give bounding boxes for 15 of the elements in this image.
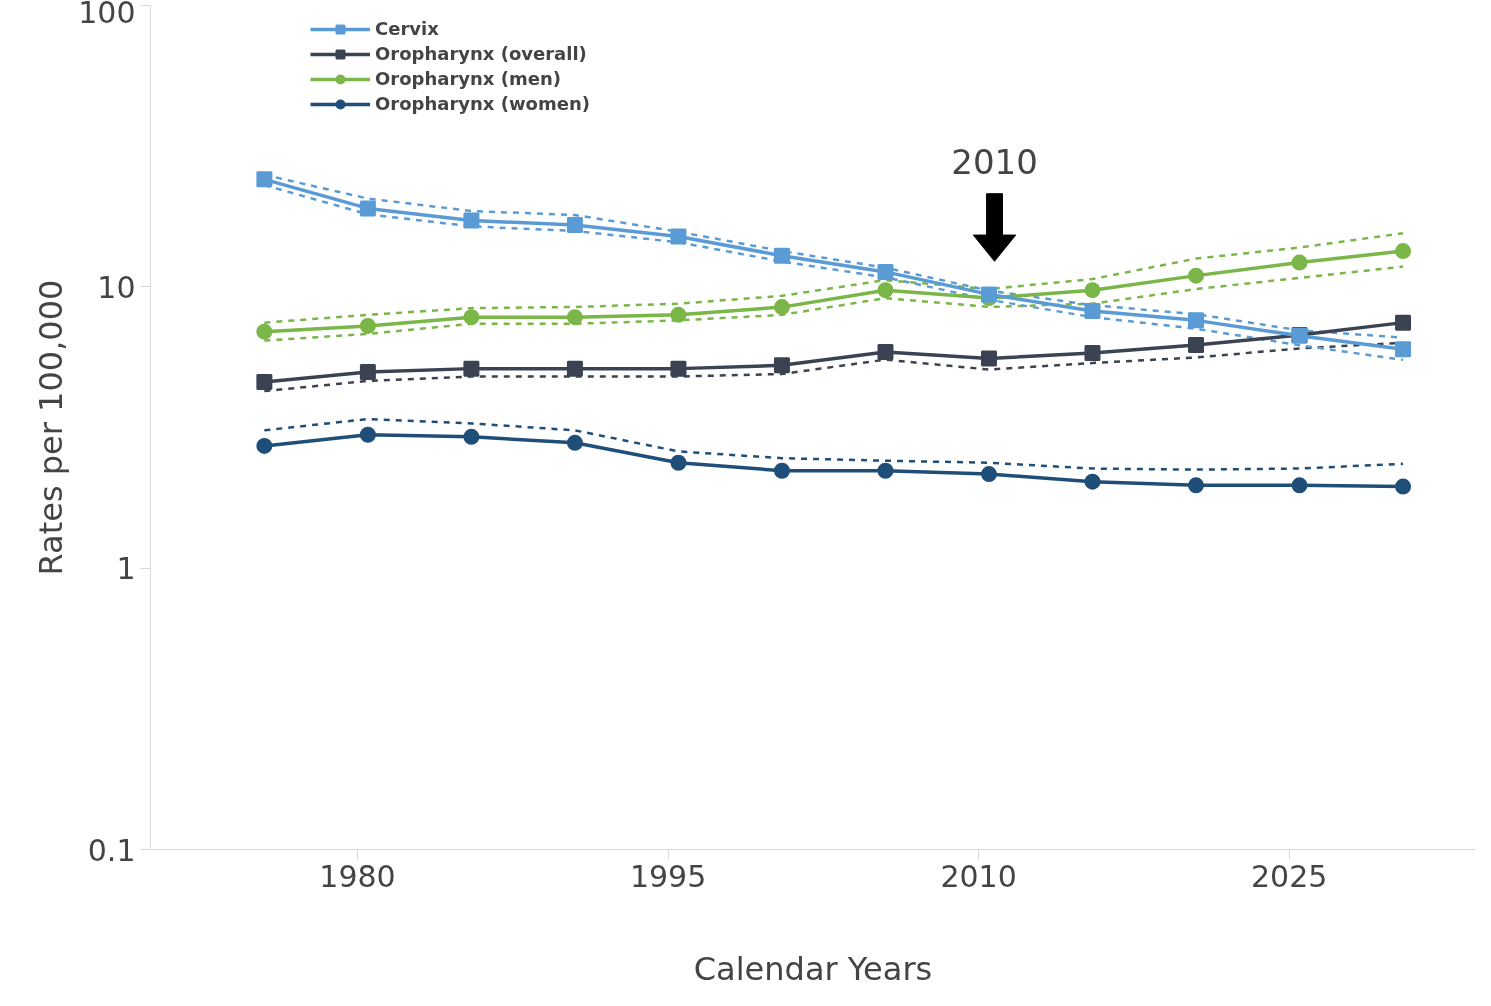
x-tick-label: 2010 — [940, 858, 1017, 894]
legend-label: Cervix — [375, 18, 439, 39]
y-tick-label: 100 — [78, 0, 136, 30]
y-tick-label: 10 — [97, 269, 136, 305]
x-tick-label: 1995 — [629, 858, 707, 894]
y-tick-label: 0.1 — [87, 832, 136, 868]
legend-label: Oropharynx (women) — [375, 93, 590, 114]
y-axis-title: Rates per 100,000 — [32, 279, 71, 576]
legend-label: Oropharynx (overall) — [375, 43, 587, 64]
x-axis-title: Calendar Years — [693, 949, 933, 988]
legend-label: Oropharynx (men) — [375, 68, 561, 89]
x-tick-label: 2025 — [1251, 858, 1328, 894]
x-tick-label: 1980 — [319, 858, 396, 894]
y-tick-label: 1 — [116, 551, 136, 587]
annotation: 2010 — [951, 142, 1038, 183]
